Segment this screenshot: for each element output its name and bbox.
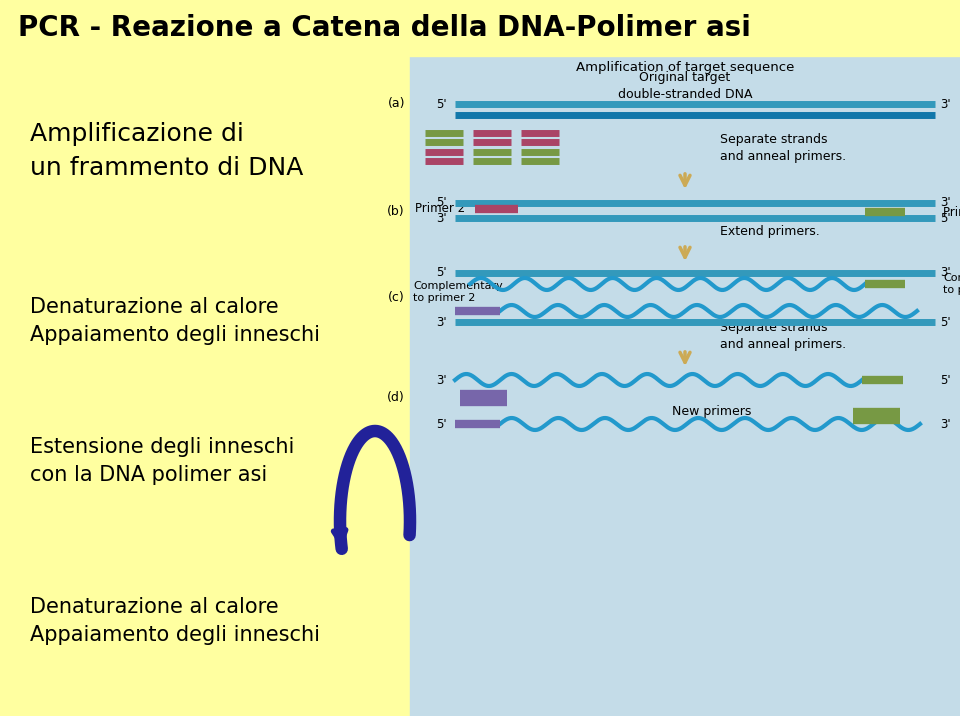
Text: 5': 5' [940, 316, 950, 329]
Text: New primers: New primers [672, 405, 752, 417]
Bar [410, 56, 960, 716]
Text: Separate strands
and anneal primers.: Separate strands and anneal primers. [720, 321, 846, 351]
Text: Amplificazione di
un frammento di DNA: Amplificazione di un frammento di DNA [30, 122, 303, 180]
Text: PCR - Reazione a Catena della DNA-Polimer asi: PCR - Reazione a Catena della DNA-Polime… [18, 14, 751, 42]
Text: 5': 5' [940, 211, 950, 225]
Text: (c): (c) [388, 291, 405, 304]
Text: 3': 3' [940, 97, 950, 110]
Text: 3': 3' [437, 374, 447, 387]
Text: 5': 5' [437, 266, 447, 279]
Text: (b): (b) [388, 205, 405, 218]
Text: Primer 2: Primer 2 [415, 203, 466, 216]
Text: 3': 3' [940, 196, 950, 210]
Text: 3': 3' [437, 316, 447, 329]
Text: Extend primers.: Extend primers. [720, 226, 820, 238]
Text: Amplification of target sequence: Amplification of target sequence [576, 62, 794, 74]
Text: 3': 3' [437, 211, 447, 225]
Text: (d): (d) [387, 390, 405, 404]
Text: Complementary
to primer 2: Complementary to primer 2 [413, 281, 503, 303]
Text: 5': 5' [437, 97, 447, 110]
Text: (a): (a) [388, 97, 405, 110]
Text: 3': 3' [940, 417, 950, 430]
Text: Complementary
to primer 1: Complementary to primer 1 [943, 273, 960, 295]
Bar [0, 0, 960, 56]
Text: Primer 1: Primer 1 [943, 205, 960, 218]
Text: 5': 5' [940, 374, 950, 387]
Text: 5': 5' [437, 417, 447, 430]
Text: 5': 5' [437, 196, 447, 210]
Bar [0, 56, 410, 716]
Text: Original target
double-stranded DNA: Original target double-stranded DNA [617, 71, 753, 101]
Text: Denaturazione al calore
Appaiamento degli inneschi: Denaturazione al calore Appaiamento degl… [30, 597, 320, 645]
Text: Separate strands
and anneal primers.: Separate strands and anneal primers. [720, 133, 846, 163]
Text: Denaturazione al calore
Appaiamento degli inneschi: Denaturazione al calore Appaiamento degl… [30, 297, 320, 345]
Text: 3': 3' [940, 266, 950, 279]
Text: Estensione degli inneschi
con la DNA polimer asi: Estensione degli inneschi con la DNA pol… [30, 437, 295, 485]
